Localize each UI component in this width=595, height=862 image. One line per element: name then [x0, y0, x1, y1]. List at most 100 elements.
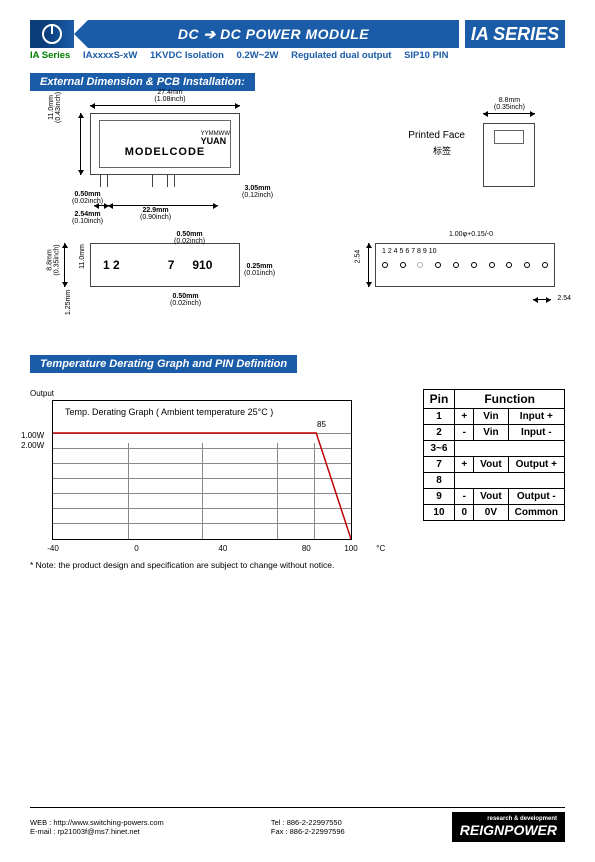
cell: 1	[423, 409, 455, 425]
footer-tel: Tel : 886-2-22997550	[271, 818, 345, 827]
footer-email: E-mail : rp21003f@ms7.hinet.net	[30, 827, 164, 836]
chart-x2: 40	[218, 544, 227, 553]
cell: 7	[423, 457, 455, 473]
subhead-item: 1KVDC Isolation	[150, 50, 224, 61]
series-badge: IA SERIES	[465, 20, 565, 48]
pin-table: PinFunction 1+VinInput + 2-VinInput - 3~…	[423, 389, 565, 521]
cell: Output -	[508, 489, 564, 505]
chart-x1: 0	[134, 544, 138, 553]
pcb-footprint: 1 2 4 5 6 7 8 9 10	[375, 243, 555, 287]
dim-b3-in: (0.02inch)	[170, 300, 201, 307]
dim-side-w: 8.8mm	[499, 97, 520, 104]
subhead-item: SIP10 PIN	[404, 50, 448, 61]
header-title: DC ➔ DC POWER MODULE	[88, 20, 459, 48]
dim-left-h: 11.0mm	[48, 95, 55, 120]
module-model: MODELCODE	[125, 146, 206, 158]
module-pins	[100, 175, 175, 187]
dim-tail-in: (0.12inch)	[242, 192, 273, 199]
section-derating: Temperature Derating Graph and PIN Defin…	[30, 355, 297, 373]
cell: -	[455, 489, 474, 505]
cell: Vout	[474, 489, 508, 505]
chart-x4: 100	[344, 544, 357, 553]
th-func: Function	[455, 390, 565, 409]
cell: 8	[423, 473, 455, 489]
chart-xunit: °C	[376, 544, 385, 553]
subhead-item: Regulated dual output	[291, 50, 391, 61]
cell: 3~6	[423, 441, 455, 457]
dim-fp-pitch: 1.00φ+0.15/-0	[449, 231, 493, 238]
cell	[455, 441, 565, 457]
footer-brand-text: REIGNPOWER	[460, 822, 557, 838]
module-top-view: YYMMWWYUAN MODELCODE	[90, 113, 240, 175]
th-pin: Pin	[423, 390, 455, 409]
cell: 0V	[474, 505, 508, 521]
dim-b2: 0.25mm	[247, 263, 273, 270]
footer-left: WEB : http://www.switching-powers.com E-…	[30, 818, 164, 836]
footer-web: WEB : http://www.switching-powers.com	[30, 818, 164, 827]
dim-side-w-in: (0.35inch)	[494, 104, 525, 111]
module-brand: YUAN	[201, 136, 227, 146]
dim-fp-h: 2.54	[355, 250, 362, 264]
header-chevron	[74, 20, 88, 48]
subheader: IA Series IAxxxxS-xW 1KVDC Isolation 0.2…	[30, 50, 565, 61]
note: * Note: the product design and specifica…	[30, 560, 565, 570]
chart-output-label: Output	[30, 389, 403, 398]
cell: 10	[423, 505, 455, 521]
derating-chart: Output Temp. Derating Graph ( Ambient te…	[30, 389, 403, 540]
chart-grid: 85	[53, 419, 351, 539]
dim-pitch: 2.54mm	[75, 211, 101, 218]
dim-span-in: (0.90inch)	[140, 214, 171, 221]
header: DC ➔ DC POWER MODULE IA SERIES	[30, 20, 565, 48]
chart-y0: 1.00W	[21, 431, 44, 440]
chart-x0: -40	[47, 544, 59, 553]
cell: Input +	[508, 409, 564, 425]
cell	[455, 473, 565, 489]
cell: +	[455, 457, 474, 473]
module-side-view	[483, 123, 535, 187]
dim-fp-end: 2.54	[557, 295, 571, 302]
cell: Output +	[508, 457, 564, 473]
dim-b3: 0.50mm	[173, 293, 199, 300]
cell: 0	[455, 505, 474, 521]
cell: Input -	[508, 425, 564, 441]
chart-x3: 80	[302, 544, 311, 553]
dim-span: 22.9mm	[143, 207, 169, 214]
cell: -	[455, 425, 474, 441]
dim-left-h-in: (0.43inch)	[55, 92, 62, 123]
dim-bottom-h-in: (0.35inch)	[54, 244, 61, 275]
cell: Vin	[474, 409, 508, 425]
footer: WEB : http://www.switching-powers.com E-…	[30, 807, 565, 842]
dim-bottom-h: 8.8mm	[47, 249, 54, 270]
side-label: Printed Face	[408, 131, 465, 141]
cell: 9	[423, 489, 455, 505]
subhead-item: IA Series	[30, 50, 70, 61]
cell: Common	[508, 505, 564, 521]
subhead-item: 0.2W~2W	[237, 50, 279, 61]
footer-mid: Tel : 886-2-22997550 Fax : 886-2-2299759…	[271, 818, 345, 836]
side-label-cn: 标签	[433, 147, 451, 156]
dim-tail: 3.05mm	[245, 185, 271, 192]
dim-b1: 0.50mm	[177, 231, 203, 238]
logo	[30, 20, 74, 48]
subhead-item: IAxxxxS-xW	[83, 50, 137, 61]
dim-side-m: 1.25mm	[65, 290, 72, 315]
fp-numbers: 1 2 4 5 6 7 8 9 10	[382, 248, 437, 255]
dim-b2-in: (0.01inch)	[244, 270, 275, 277]
dim-b1-in: (0.02inch)	[174, 238, 205, 245]
chart-and-table: Output Temp. Derating Graph ( Ambient te…	[30, 389, 565, 540]
dim-leadlen: 11.0mm	[79, 244, 86, 269]
chart-y1: 2.00W	[21, 441, 44, 450]
cell: 2	[423, 425, 455, 441]
pin-table-wrap: PinFunction 1+VinInput + 2-VinInput - 3~…	[423, 389, 565, 540]
dim-lead: 0.50mm	[75, 191, 101, 198]
chart-title: Temp. Derating Graph ( Ambient temperatu…	[53, 401, 351, 419]
dim-pitch-in: (0.10inch)	[72, 218, 103, 225]
cell: Vout	[474, 457, 508, 473]
chart-knee: 85	[317, 421, 326, 429]
dimension-diagram: 27.4mm(1.08inch) 11.0mm(0.43inch) YYMMWW…	[50, 103, 555, 343]
dim-top-w: 27.4mm	[157, 89, 182, 96]
module-bottom-view: 1 27910	[90, 243, 240, 287]
cell: +	[455, 409, 474, 425]
footer-brand: research & development REIGNPOWER	[452, 812, 565, 842]
cell: Vin	[474, 425, 508, 441]
